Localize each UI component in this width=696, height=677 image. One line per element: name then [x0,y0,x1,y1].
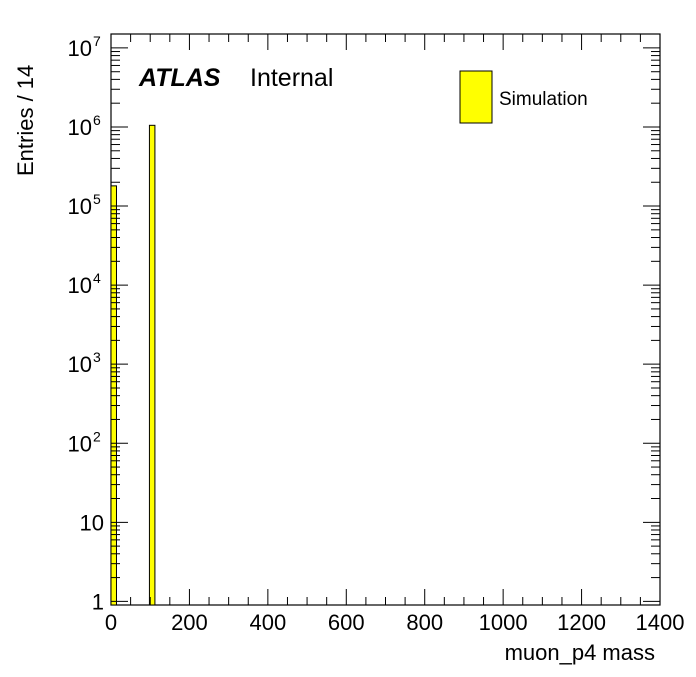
x-tick-label: 200 [171,610,208,635]
y-tick-exponent: 3 [93,349,101,365]
histogram-bar [148,124,156,606]
y-tick-label: 10 [68,273,92,298]
x-tick-label: 0 [105,610,117,635]
y-axis-label: Entries / 14 [13,65,38,176]
y-tick-label: 10 [68,194,92,219]
x-tick-label: 1200 [557,610,606,635]
x-tick-label: 400 [249,610,286,635]
x-tick-label: 1000 [479,610,528,635]
x-tick-label: 800 [406,610,443,635]
y-tick-exponent: 6 [93,112,101,128]
atlas-status-label: Internal [250,64,333,92]
x-axis-ticks: 0 200 400 600 800 1000 1200 1400 [105,34,685,635]
y-tick-exponent: 2 [93,428,101,444]
y-tick-label: 10 [68,115,92,140]
x-tick-label: 600 [328,610,365,635]
y-tick-label: 10 [80,510,104,535]
y-tick-label: 1 [92,589,104,614]
plot-frame [110,33,661,606]
x-axis-label: muon_p4 mass [505,640,655,665]
legend-swatch [459,70,493,124]
y-tick-label: 10 [68,431,92,456]
atlas-label: ATLAS [138,64,221,92]
legend-entry-simulation: Simulation [499,89,588,110]
histogram-bars [110,124,156,606]
legend: Simulation [459,70,588,124]
x-tick-label: 1400 [636,610,685,635]
y-tick-exponent: 7 [93,33,101,49]
y-tick-label: 10 [68,352,92,377]
y-tick-label: 10 [68,36,92,61]
y-tick-exponent: 4 [93,270,101,286]
y-tick-exponent: 5 [93,191,101,207]
